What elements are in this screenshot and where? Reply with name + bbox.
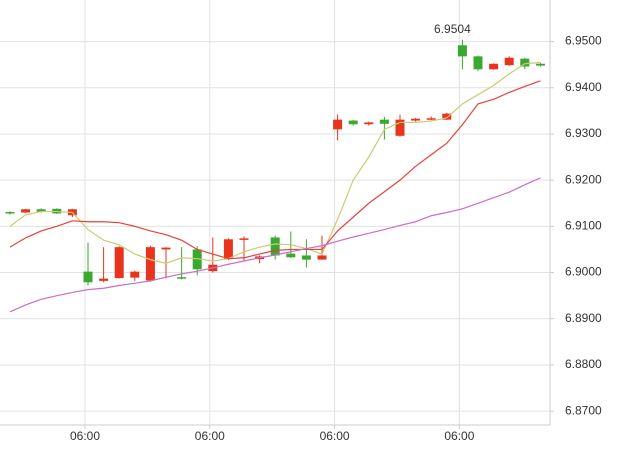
candle-body xyxy=(489,63,499,70)
candle-body xyxy=(145,247,155,281)
y-tick-label: 6.9400 xyxy=(565,80,602,94)
candle-body xyxy=(379,119,389,124)
candle-body xyxy=(270,237,280,256)
candle-body xyxy=(317,255,327,260)
candle-body xyxy=(5,212,15,214)
candle-body xyxy=(411,118,421,121)
y-tick-label: 6.9200 xyxy=(565,172,602,186)
candle-body xyxy=(239,238,249,240)
candle-body xyxy=(161,247,171,250)
x-tick-label: 06:00 xyxy=(444,429,474,443)
candle-body xyxy=(333,119,343,130)
x-tick-label: 06:00 xyxy=(320,429,350,443)
y-tick-label: 6.8700 xyxy=(565,403,602,417)
y-tick-label: 6.9300 xyxy=(565,126,602,140)
candle-body xyxy=(130,271,140,278)
candle-body xyxy=(36,209,46,212)
candle-body xyxy=(426,118,436,120)
candle-body xyxy=(442,113,452,120)
candle-body xyxy=(504,57,514,66)
candle-body xyxy=(99,278,109,281)
candle-body xyxy=(286,253,296,258)
candle-body xyxy=(395,119,405,136)
ma-line xyxy=(9,177,541,313)
candle-body xyxy=(21,209,31,213)
candle-body xyxy=(535,63,545,66)
x-tick-label: 06:00 xyxy=(195,429,225,443)
y-tick-label: 6.9000 xyxy=(565,265,602,279)
candle-body xyxy=(177,277,187,279)
y-tick-label: 6.9100 xyxy=(565,219,602,233)
candle-body xyxy=(348,120,358,125)
y-tick-label: 6.9500 xyxy=(565,34,602,48)
y-tick-label: 6.8800 xyxy=(565,357,602,371)
candle-body xyxy=(301,255,311,260)
y-tick-label: 6.8900 xyxy=(565,311,602,325)
ma-line xyxy=(9,61,541,264)
candle-body xyxy=(473,56,483,70)
candle-body xyxy=(520,58,530,67)
ma-line xyxy=(9,80,541,260)
high-annotation: 6.9504 xyxy=(434,22,471,36)
candle-body xyxy=(223,239,233,260)
x-tick-label: 06:00 xyxy=(70,429,100,443)
candle-body xyxy=(114,247,124,279)
candle-body xyxy=(83,271,93,283)
candle-body xyxy=(364,122,374,125)
candle-body xyxy=(457,45,467,57)
candle-body xyxy=(192,249,202,270)
